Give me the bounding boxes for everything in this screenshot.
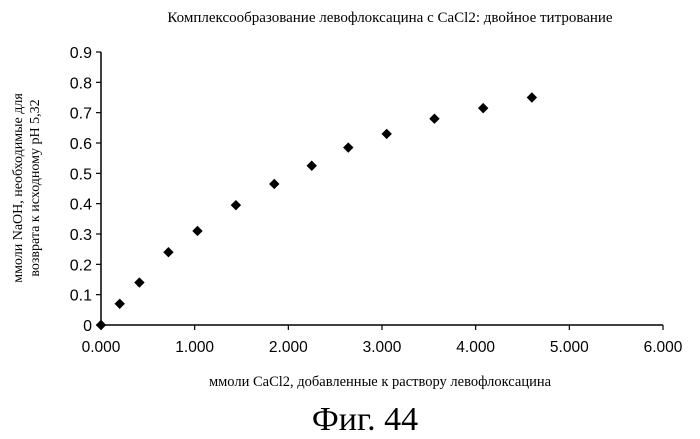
data-point (306, 160, 317, 171)
data-points (95, 92, 538, 331)
chart-title: Комплексообразование левофлоксацина с Ca… (167, 10, 613, 26)
data-point (526, 92, 538, 103)
y-axis-label-line1: ммоли NaOH, необходимые для (11, 93, 26, 283)
data-point (114, 298, 125, 309)
y-tick-labels: 0 0.1 0.2 0.3 0.4 0.5 0.6 0.7 0.8 0.9 (70, 45, 92, 335)
y-tick-label: 0.8 (70, 75, 92, 92)
data-point (343, 142, 354, 153)
y-tick-label: 0.6 (70, 136, 92, 153)
y-tick-label: 0.5 (70, 166, 92, 183)
data-point (95, 319, 107, 331)
figure-caption: Фиг. 44 (312, 401, 418, 438)
y-tick-label: 0.3 (70, 227, 92, 244)
x-tick-label: 1.000 (175, 339, 214, 356)
y-tick-label: 0.2 (70, 257, 92, 274)
data-point (134, 277, 145, 288)
y-tick-label: 0.4 (70, 197, 92, 214)
x-tick-label: 0.000 (82, 339, 121, 356)
x-tick-label: 5.000 (550, 339, 589, 356)
x-axis-label: ммоли CaCl2, добавленные к раствору лево… (209, 374, 552, 390)
data-point (230, 199, 242, 211)
axes (96, 51, 664, 330)
y-axis-label-line2: возврата к исходному pH 5,32 (28, 99, 43, 276)
data-point (269, 178, 280, 190)
x-tick-labels: 0.000 1.000 2.000 3.000 4.000 5.000 6.000 (82, 339, 683, 356)
x-tick-label: 2.000 (269, 339, 308, 356)
data-point (477, 102, 489, 114)
x-tick-label: 4.000 (456, 339, 495, 356)
x-tick-label: 3.000 (363, 339, 402, 356)
data-point (163, 247, 174, 258)
y-tick-label: 0.9 (70, 45, 92, 62)
x-tick-label: 6.000 (644, 339, 683, 356)
y-tick-label: 0 (83, 318, 92, 335)
y-tick-label: 0.1 (70, 288, 92, 305)
data-point (429, 113, 440, 124)
y-tick-label: 0.7 (70, 106, 92, 123)
data-point (192, 225, 203, 237)
data-point (381, 128, 392, 140)
y-axis-label: ммоли NaOH, необходимые для возврата к и… (11, 93, 43, 283)
